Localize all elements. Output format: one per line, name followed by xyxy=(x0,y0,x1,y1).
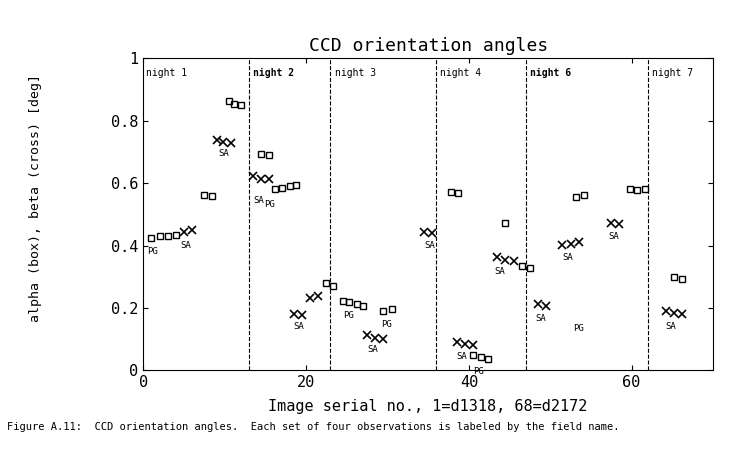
Text: night 4: night 4 xyxy=(440,68,481,78)
X-axis label: Image serial no., 1=d1318, 68=d2172: Image serial no., 1=d1318, 68=d2172 xyxy=(268,399,588,414)
Text: SA: SA xyxy=(253,196,264,205)
Text: night 6: night 6 xyxy=(530,68,571,78)
Text: SA: SA xyxy=(666,322,676,331)
Text: SA: SA xyxy=(218,149,229,158)
Text: PG: PG xyxy=(148,247,158,256)
Text: night 7: night 7 xyxy=(652,68,693,78)
Text: SA: SA xyxy=(609,232,620,241)
Text: SA: SA xyxy=(495,267,506,276)
Text: SA: SA xyxy=(562,253,573,262)
Text: alpha (box), beta (cross) [deg]: alpha (box), beta (cross) [deg] xyxy=(29,74,42,321)
Text: night 3: night 3 xyxy=(334,68,376,78)
Text: SA: SA xyxy=(367,345,378,354)
Text: SA: SA xyxy=(180,241,190,250)
Text: Figure A.11:  CCD orientation angles.  Each set of four observations is labeled : Figure A.11: CCD orientation angles. Eac… xyxy=(7,422,620,432)
Text: night 1: night 1 xyxy=(146,68,187,78)
Text: SA: SA xyxy=(536,314,546,323)
Text: SA: SA xyxy=(456,352,467,361)
Title: CCD orientation angles: CCD orientation angles xyxy=(309,37,548,55)
Text: SA: SA xyxy=(424,241,435,250)
Text: PG: PG xyxy=(264,200,274,209)
Text: SA: SA xyxy=(294,322,304,331)
Text: PG: PG xyxy=(381,320,392,329)
Text: PG: PG xyxy=(573,324,584,333)
Text: PG: PG xyxy=(343,311,354,320)
Text: night 2: night 2 xyxy=(253,68,294,78)
Text: PG: PG xyxy=(473,367,484,376)
